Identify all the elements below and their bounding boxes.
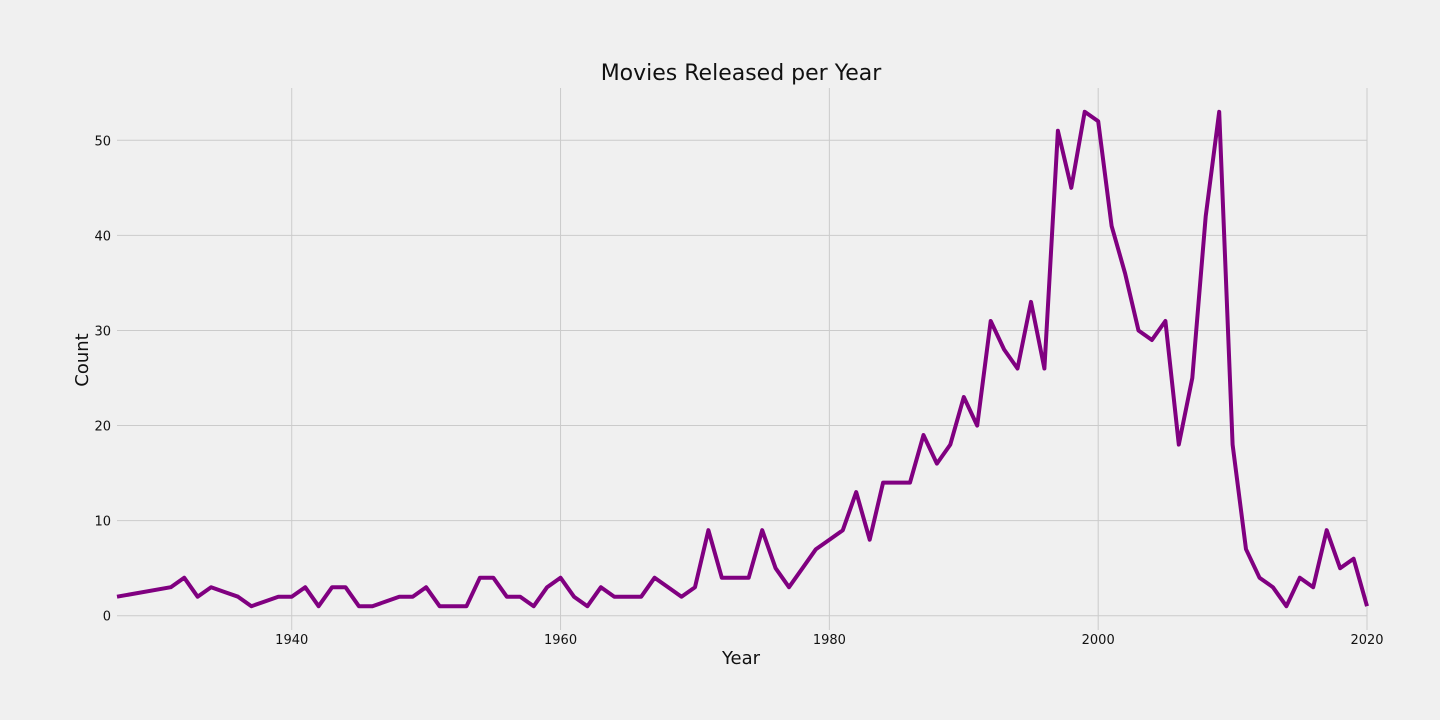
y-tick-label: 20 xyxy=(94,420,111,435)
y-axis-label: Count xyxy=(72,333,93,386)
grid xyxy=(117,88,1368,630)
x-tick-label: 2000 xyxy=(1082,633,1115,648)
tick-labels: 0 10 20 30 40 50 1940 1960 1980 2000 2020 xyxy=(94,134,1383,648)
x-tick-label: 1940 xyxy=(275,633,308,648)
x-tick-label: 2020 xyxy=(1350,633,1383,648)
x-axis-label: Year xyxy=(721,648,761,669)
y-tick-label: 40 xyxy=(94,229,111,244)
x-tick-label: 1980 xyxy=(813,633,846,648)
chart-title: Movies Released per Year xyxy=(601,61,883,86)
y-tick-label: 30 xyxy=(94,324,111,339)
x-tick-label: 1960 xyxy=(544,633,577,648)
series-layer xyxy=(116,109,1369,609)
y-tick-label: 0 xyxy=(103,610,111,625)
series-line xyxy=(116,109,1369,609)
y-tick-label: 10 xyxy=(94,515,111,530)
y-tick-label: 50 xyxy=(94,134,111,149)
